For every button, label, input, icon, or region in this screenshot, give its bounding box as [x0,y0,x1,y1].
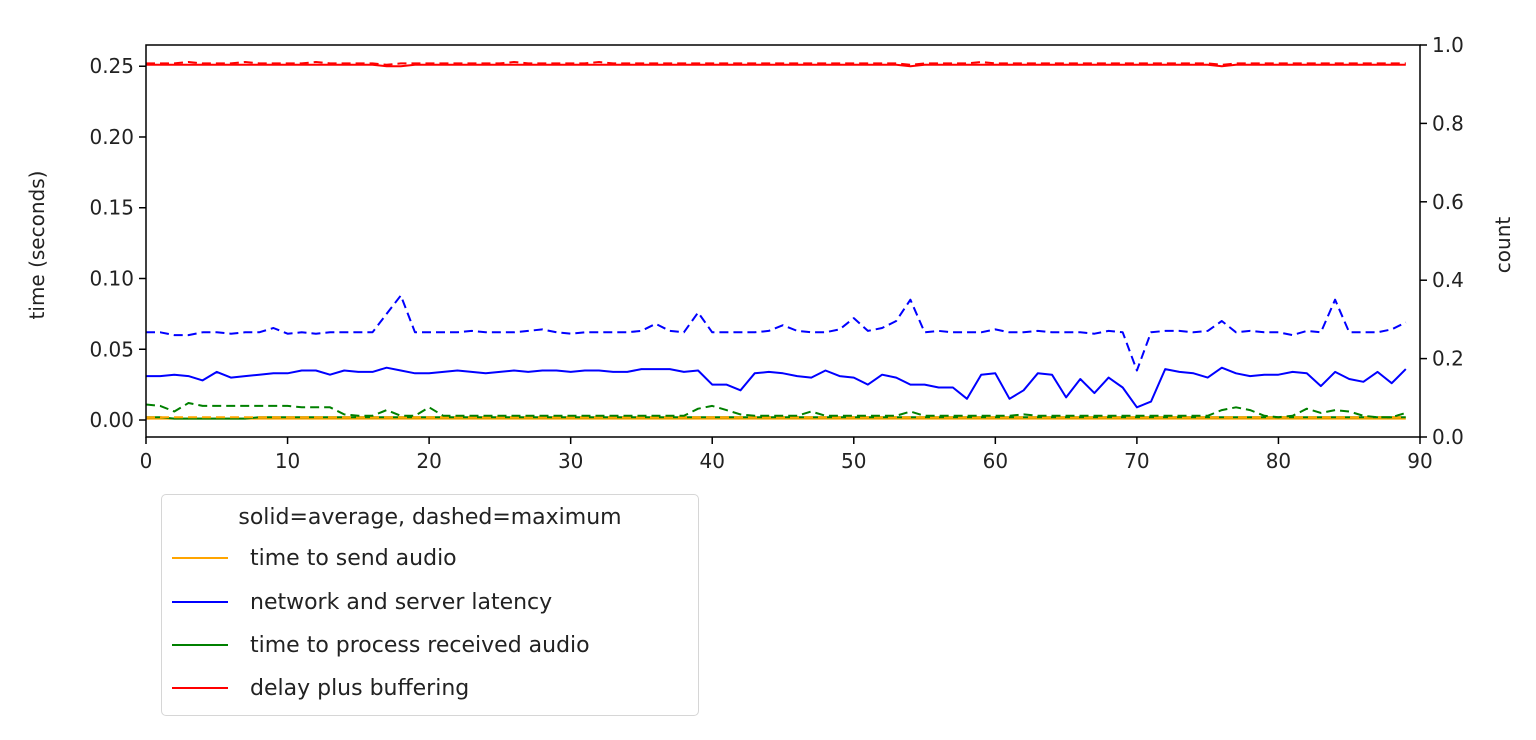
legend-label: time to process received audio [250,632,590,658]
y-right-tick-label: 1.0 [1432,33,1464,57]
legend-swatch-red [172,687,228,689]
y-right-tick-label: 0.8 [1432,111,1464,135]
legend-swatch-blue [172,601,228,603]
plot-frame [145,44,1421,438]
y-tick-label: 0.15 [89,196,134,220]
y-axis-right: 0.0 0.2 0.4 0.6 0.8 1.0 [1420,33,1464,449]
legend-label: delay plus buffering [250,675,470,701]
legend: solid=average, dashed=maximum time to se… [161,494,699,716]
y-right-tick-label: 0.0 [1432,425,1464,449]
x-tick-label: 80 [1266,449,1291,473]
series-average [146,416,1406,420]
y-axis-left: 0.00 0.05 0.10 0.15 0.20 0.25 [89,54,146,432]
legend-item-network-latency: network and server latency [172,587,552,617]
y-axis-label: time (seconds) [25,171,49,320]
legend-swatch-green [172,644,228,646]
legend-item-delay-buffering: delay plus buffering [172,673,469,703]
legend-label: network and server latency [250,589,553,615]
plot-lines [145,61,1407,420]
legend-title: solid=average, dashed=maximum [238,505,622,530]
x-tick-label: 70 [1124,449,1149,473]
x-tick-label: 0 [140,449,153,473]
legend-label: time to send audio [250,545,457,571]
y-axis-right-label: count [1491,217,1515,274]
series-average [146,63,1406,68]
x-tick-label: 20 [416,449,441,473]
y-tick-label: 0.05 [89,337,134,361]
y-right-tick-label: 0.4 [1432,268,1464,292]
series-average [146,366,1407,409]
y-tick-label: 0.25 [89,54,134,78]
y-tick-label: 0.10 [89,267,134,291]
legend-item-process-audio: time to process received audio [172,630,590,660]
y-right-tick-label: 0.2 [1432,347,1464,371]
legend-item-send-audio: time to send audio [172,543,457,573]
x-tick-label: 10 [275,449,300,473]
x-tick-label: 30 [558,449,583,473]
series-maximum [146,294,1407,372]
x-tick-label: 90 [1407,449,1432,473]
series-maximum [146,61,1406,66]
x-tick-label: 50 [841,449,866,473]
x-tick-label: 60 [983,449,1008,473]
legend-swatch-orange [172,557,228,559]
x-axis: 0 10 20 30 40 50 60 70 80 90 [140,437,1433,473]
y-tick-label: 0.00 [89,408,134,432]
x-tick-label: 40 [699,449,724,473]
y-right-tick-label: 0.6 [1432,190,1464,214]
series-maximum [145,402,1407,419]
y-tick-label: 0.20 [89,125,134,149]
